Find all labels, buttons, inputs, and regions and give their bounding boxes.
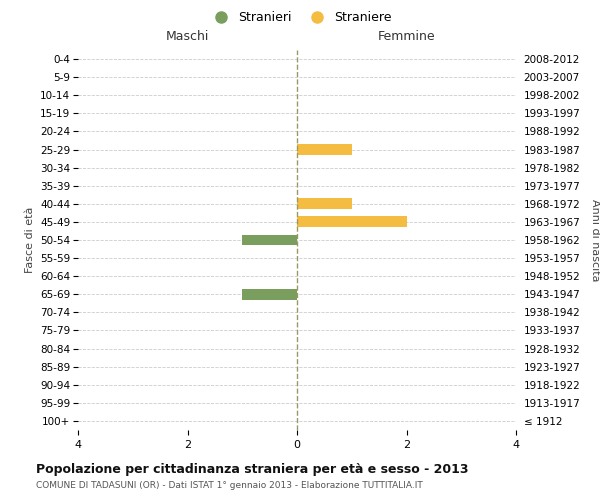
Bar xyxy=(297,216,407,228)
Text: COMUNE DI TADASUNI (OR) - Dati ISTAT 1° gennaio 2013 - Elaborazione TUTTITALIA.I: COMUNE DI TADASUNI (OR) - Dati ISTAT 1° … xyxy=(36,481,423,490)
Y-axis label: Fasce di età: Fasce di età xyxy=(25,207,35,273)
Bar xyxy=(297,198,352,209)
Text: Maschi: Maschi xyxy=(166,30,209,43)
Bar xyxy=(242,289,297,300)
Text: Femmine: Femmine xyxy=(377,30,436,43)
Text: Popolazione per cittadinanza straniera per età e sesso - 2013: Popolazione per cittadinanza straniera p… xyxy=(36,462,469,475)
Legend: Stranieri, Straniere: Stranieri, Straniere xyxy=(203,6,397,29)
Bar xyxy=(297,144,352,155)
Y-axis label: Anni di nascita: Anni di nascita xyxy=(590,198,600,281)
Bar xyxy=(242,234,297,246)
